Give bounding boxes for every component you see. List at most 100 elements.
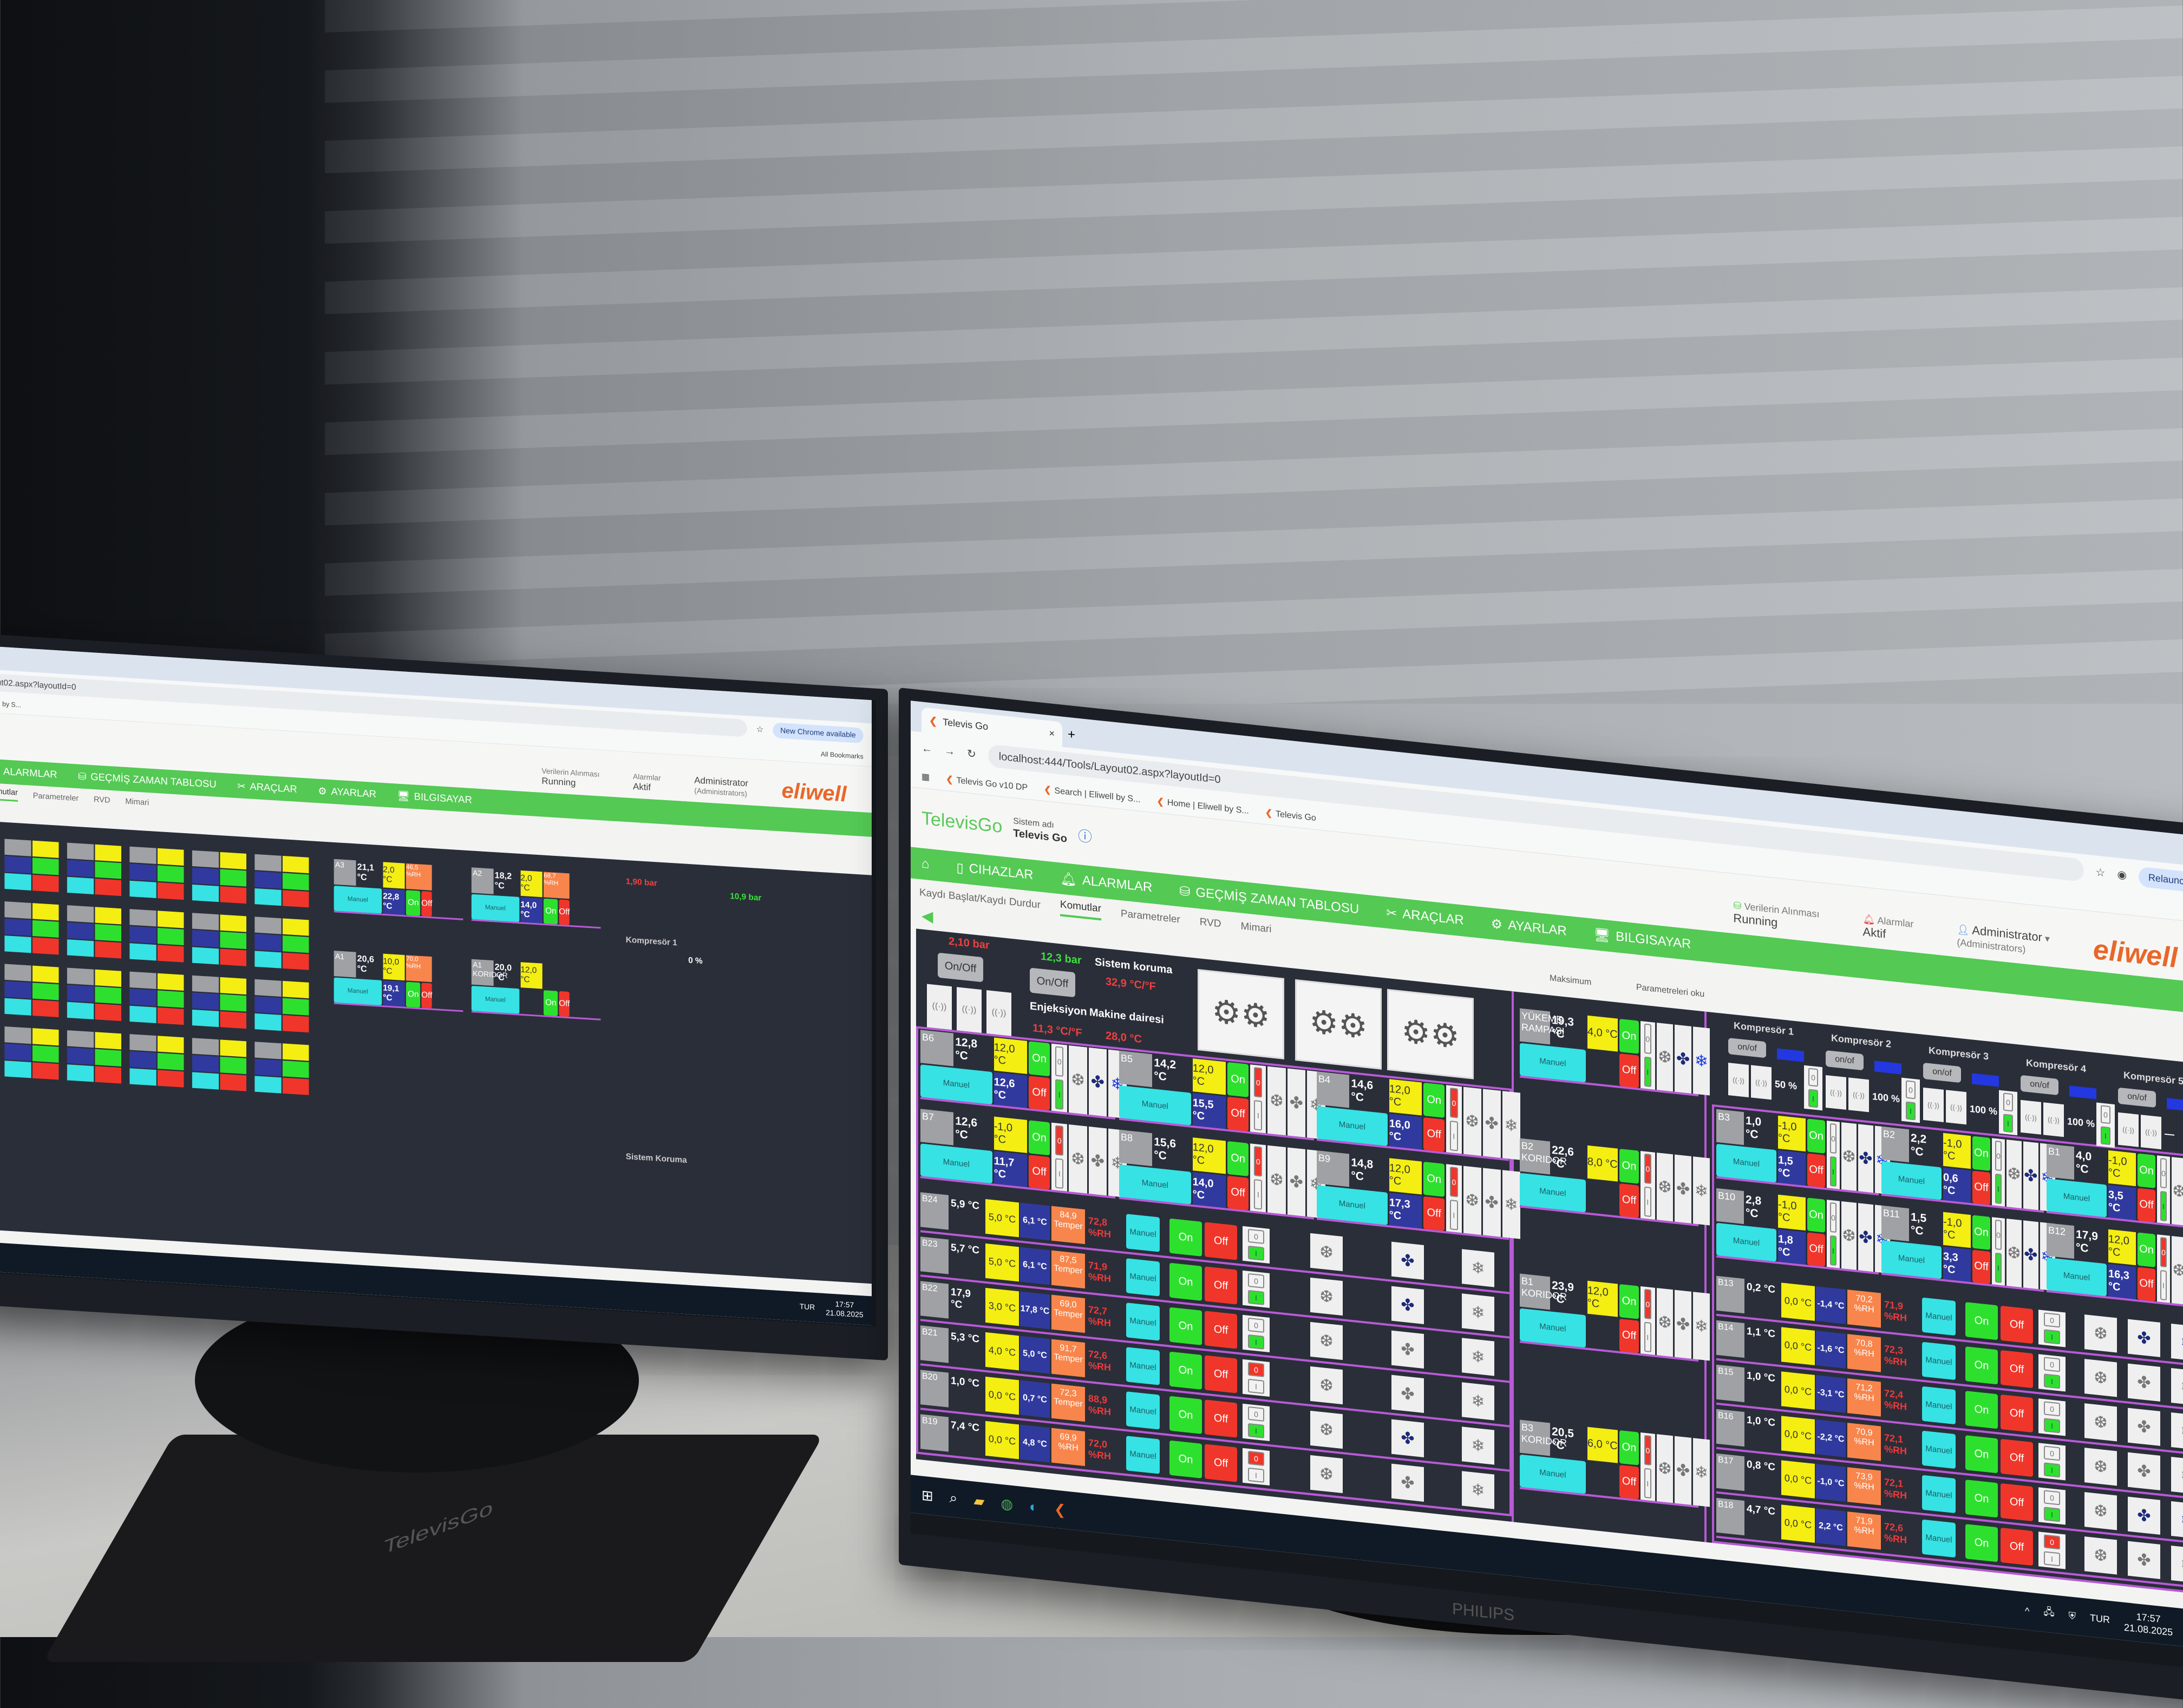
user-menu[interactable]: Administrator (Administrators) bbox=[694, 774, 749, 798]
on-button[interactable]: On bbox=[1619, 1148, 1639, 1184]
setpoint[interactable]: 12,0 °C bbox=[1389, 1158, 1422, 1195]
on-button[interactable]: On bbox=[1169, 1351, 1202, 1390]
off-button[interactable]: Off bbox=[1423, 1196, 1445, 1231]
on-button[interactable]: On bbox=[1227, 1062, 1249, 1097]
on-button[interactable]: On bbox=[1169, 1396, 1202, 1434]
off-button[interactable]: Off bbox=[421, 982, 432, 1009]
security-icon[interactable]: ⛨ bbox=[2068, 1609, 2076, 1622]
manual-button[interactable]: Manuel bbox=[2047, 1178, 2107, 1218]
eliwell-app-icon[interactable]: ❮ bbox=[1054, 1500, 1066, 1518]
setpoint[interactable]: 0,0 °C bbox=[1781, 1460, 1815, 1498]
clock[interactable]: 17:57 21.08.2025 bbox=[826, 1300, 864, 1319]
on-button[interactable]: On bbox=[1965, 1435, 1998, 1474]
on-button[interactable]: On bbox=[1965, 1346, 1998, 1385]
info-icon[interactable]: ⓘ bbox=[1077, 827, 1092, 846]
manual-button[interactable]: Manuel bbox=[1922, 1297, 1956, 1336]
off-button[interactable]: Off bbox=[1972, 1170, 1990, 1205]
close-tab-icon[interactable]: × bbox=[1049, 727, 1055, 739]
setpoint[interactable]: 10,0 °C bbox=[383, 953, 405, 980]
on-button[interactable]: On bbox=[1965, 1391, 1998, 1429]
setpoint[interactable]: 0,0 °C bbox=[985, 1376, 1019, 1415]
nav-item-1[interactable]: 🔔︎ALARMLAR bbox=[1060, 871, 1153, 895]
off-button[interactable]: Off bbox=[2001, 1305, 2033, 1344]
subtab[interactable]: Mimari bbox=[1240, 920, 1272, 935]
subtab[interactable]: RVD bbox=[1199, 916, 1221, 930]
manual-button[interactable]: Manuel bbox=[1126, 1258, 1160, 1297]
compressor-onoff-button[interactable]: on/of bbox=[1826, 1050, 1864, 1071]
nav-item-5[interactable]: 🖥︎ BILGISAYAR bbox=[397, 790, 472, 806]
nav-item-0[interactable]: ▯ CIHAZLAR bbox=[956, 860, 1034, 883]
manual-button[interactable]: Manuel bbox=[1922, 1430, 1956, 1469]
setpoint[interactable]: 5,0 °C bbox=[985, 1243, 1019, 1282]
nav-item-5[interactable]: 🖥︎ BILGISAYAR bbox=[1593, 927, 1691, 952]
off-button[interactable]: Off bbox=[559, 899, 570, 925]
on-button[interactable]: On bbox=[1965, 1524, 1998, 1562]
subtab[interactable]: RVD bbox=[93, 795, 110, 805]
manual-button[interactable]: Manuel bbox=[1716, 1222, 1776, 1262]
on-button[interactable]: On bbox=[1965, 1480, 1998, 1518]
reload-icon[interactable]: ↻ bbox=[967, 747, 976, 761]
manual-button[interactable]: Manuel bbox=[1922, 1341, 1956, 1380]
off-button[interactable]: Off bbox=[1028, 1075, 1050, 1111]
nav-item-4[interactable]: ⚙ AYARLAR bbox=[1491, 916, 1567, 939]
on-button[interactable]: On bbox=[544, 898, 558, 925]
setpoint[interactable]: 0,0 °C bbox=[1781, 1371, 1815, 1410]
on-button[interactable]: On bbox=[1619, 1018, 1639, 1054]
home-icon[interactable]: ⌂ bbox=[921, 856, 930, 872]
on-button[interactable]: On bbox=[1972, 1136, 1990, 1171]
setpoint[interactable]: -1,0 °C bbox=[1778, 1194, 1806, 1231]
file-explorer-icon[interactable]: ▰ bbox=[973, 1492, 985, 1510]
setpoint[interactable]: 0,0 °C bbox=[1781, 1416, 1815, 1454]
on-button[interactable]: On bbox=[544, 990, 558, 1016]
off-button[interactable]: Off bbox=[1807, 1232, 1825, 1267]
setpoint[interactable]: 5,0 °C bbox=[985, 1199, 1019, 1238]
on-button[interactable]: On bbox=[1965, 1302, 1998, 1340]
setpoint[interactable]: -1,0 °C bbox=[2108, 1150, 2136, 1186]
bookmark[interactable]: ❮ Home | Eliwell by S... bbox=[1156, 796, 1249, 816]
setpoint[interactable]: 12,0 °C bbox=[1192, 1137, 1226, 1174]
windows-start-icon[interactable]: ⊞ bbox=[921, 1486, 933, 1504]
on-button[interactable]: On bbox=[406, 889, 421, 916]
search-icon[interactable]: ⌕ bbox=[949, 1489, 958, 1507]
subtab[interactable]: Komutlar bbox=[0, 786, 18, 802]
language-indicator[interactable]: TUR bbox=[799, 1302, 815, 1312]
on-button[interactable]: On bbox=[1028, 1041, 1050, 1076]
off-button[interactable]: Off bbox=[1227, 1096, 1249, 1131]
manual-button[interactable]: Manuel bbox=[471, 985, 520, 1014]
setpoint[interactable]: 3,0 °C bbox=[985, 1287, 1019, 1326]
subtab[interactable]: Parametreler bbox=[1120, 908, 1180, 926]
alarm-status[interactable]: 🔔︎ Alarmlar Aktif bbox=[1862, 913, 1914, 941]
setpoint[interactable]: 2,0 °C bbox=[520, 870, 543, 897]
subtab[interactable]: Mimari bbox=[125, 797, 149, 808]
off-button[interactable]: Off bbox=[1205, 1399, 1237, 1438]
manual-button[interactable]: Manuel bbox=[1119, 1164, 1191, 1205]
off-button[interactable]: Off bbox=[1423, 1117, 1445, 1152]
setpoint[interactable]: 2,0 °C bbox=[383, 862, 405, 889]
manual-button[interactable]: Manuel bbox=[1922, 1519, 1956, 1558]
setpoint[interactable]: 12,0 °C bbox=[2108, 1229, 2136, 1265]
manual-button[interactable]: Manuel bbox=[1126, 1391, 1160, 1430]
on-button[interactable]: On bbox=[2138, 1232, 2155, 1267]
on-button[interactable]: On bbox=[1169, 1440, 1202, 1478]
on-button[interactable]: On bbox=[1169, 1262, 1202, 1301]
on-button[interactable]: On bbox=[1423, 1161, 1445, 1197]
setpoint[interactable]: -1,0 °C bbox=[1943, 1133, 1971, 1169]
manual-button[interactable]: Manuel bbox=[1126, 1303, 1160, 1341]
off-button[interactable]: Off bbox=[1619, 1183, 1639, 1218]
compressor-onoff-button[interactable]: on/of bbox=[1728, 1038, 1766, 1058]
off-button[interactable]: Off bbox=[2138, 1266, 2155, 1301]
off-button[interactable]: Off bbox=[2001, 1527, 2033, 1566]
